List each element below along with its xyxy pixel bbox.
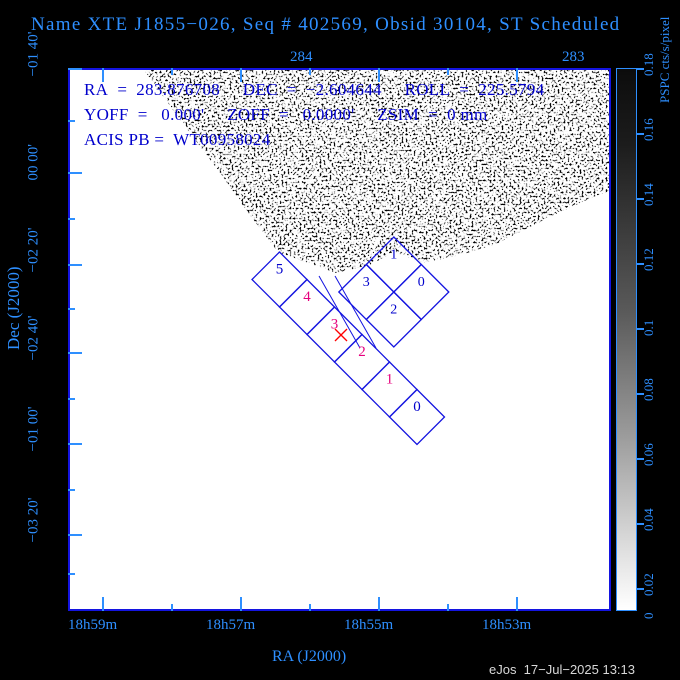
svg-text:2: 2 <box>358 344 366 360</box>
svg-text:0: 0 <box>413 399 421 415</box>
svg-text:1: 1 <box>390 248 397 263</box>
svg-text:3: 3 <box>363 275 370 290</box>
svg-text:4: 4 <box>303 289 311 305</box>
svg-text:3: 3 <box>331 317 339 333</box>
svg-text:2: 2 <box>390 303 397 318</box>
svg-text:5: 5 <box>276 262 284 278</box>
svg-text:1: 1 <box>386 372 394 388</box>
svg-text:0: 0 <box>418 275 425 290</box>
